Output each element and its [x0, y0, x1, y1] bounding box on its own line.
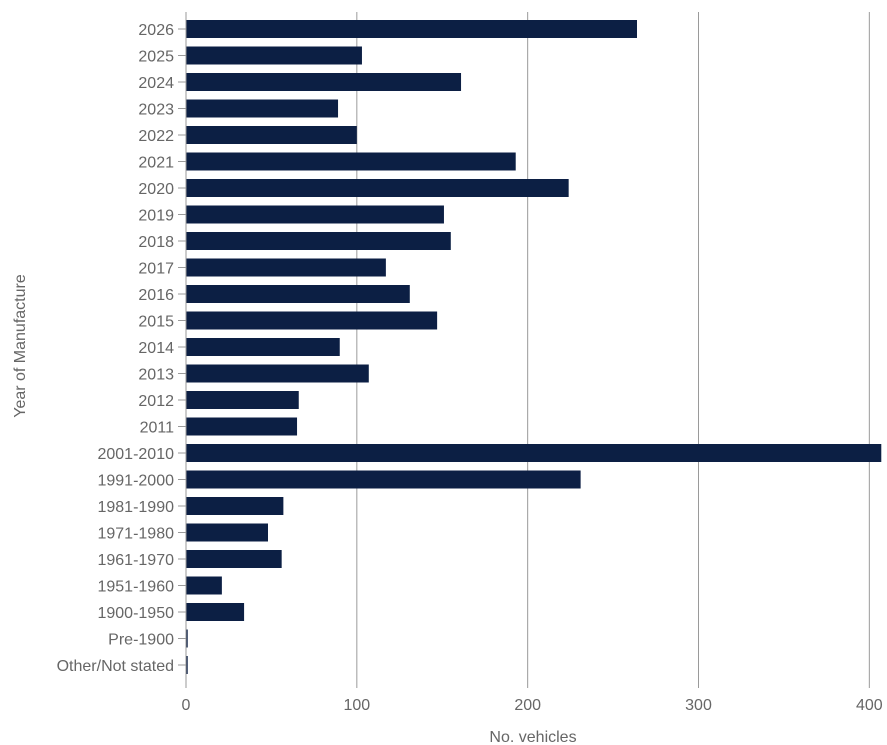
bar: [186, 152, 516, 171]
y-tick-label: 2017: [138, 261, 174, 278]
y-tick-label: 1961-1970: [97, 552, 174, 569]
y-tick-label: 1900-1950: [97, 605, 174, 622]
y-tick-label: 1981-1990: [97, 499, 174, 516]
y-tick-label: 1971-1980: [97, 526, 174, 543]
bar: [186, 99, 339, 118]
bar: [186, 629, 188, 648]
bar: [186, 285, 410, 303]
bar: [186, 232, 451, 250]
y-tick-label: 2015: [138, 314, 174, 331]
y-tick-label: 2019: [138, 208, 174, 225]
x-tick-label: 0: [182, 697, 191, 714]
y-tick-label: 2012: [138, 393, 174, 410]
y-tick-label: 1991-2000: [97, 473, 174, 490]
y-tick-label: 2023: [138, 102, 174, 119]
y-tick-label: 2018: [138, 234, 174, 251]
x-tick-label: 200: [514, 697, 541, 714]
y-axis-title: Year of Manufacture: [12, 274, 29, 418]
x-axis-title: No. vehicles: [489, 729, 576, 745]
bar: [186, 205, 444, 224]
bar: [186, 550, 282, 568]
bar: [186, 46, 362, 65]
y-tick-label: 1951-1960: [97, 579, 174, 596]
y-tick-label: 2001-2010: [97, 446, 174, 463]
y-tick-label: 2025: [138, 49, 174, 66]
y-tick-label: 2011: [140, 420, 175, 437]
bar: [186, 258, 386, 277]
y-tick-label: 2022: [138, 128, 174, 145]
bar: [186, 470, 581, 489]
y-tick-label: 2014: [138, 340, 174, 357]
y-tick-label: 2024: [138, 75, 174, 92]
bar: [186, 364, 369, 383]
bars: [186, 20, 882, 674]
y-tick-label: Pre-1900: [108, 632, 174, 649]
y-tick-label: 2016: [138, 287, 174, 304]
bar: [186, 391, 299, 409]
bar: [186, 338, 340, 356]
bar: [186, 656, 188, 674]
bar: [186, 311, 438, 330]
x-tick-label: 400: [856, 697, 883, 714]
bar: [186, 417, 298, 436]
bar: [186, 497, 284, 515]
y-tick-label: 2013: [138, 367, 174, 384]
bar: [186, 523, 268, 542]
y-axis: 2026 2025 2024 2023 2022 2021 2020 2019 2018 2017…: [57, 12, 187, 688]
bar: [186, 603, 245, 621]
bar: [186, 126, 357, 144]
x-tick-label: 300: [685, 697, 712, 714]
bar: [186, 179, 569, 197]
x-axis: 0 100 200 300 400: [182, 697, 883, 714]
bar: [186, 576, 222, 595]
gridlines: [356, 12, 870, 688]
y-tick-label: 2026: [138, 22, 174, 39]
bar: [186, 444, 882, 462]
bar: [186, 20, 637, 38]
y-tick-label: 2020: [138, 181, 174, 198]
y-tick-label: 2021: [138, 155, 174, 172]
y-tick-label: Other/Not stated: [57, 658, 174, 675]
x-tick-label: 100: [343, 697, 370, 714]
bar: [186, 73, 462, 91]
